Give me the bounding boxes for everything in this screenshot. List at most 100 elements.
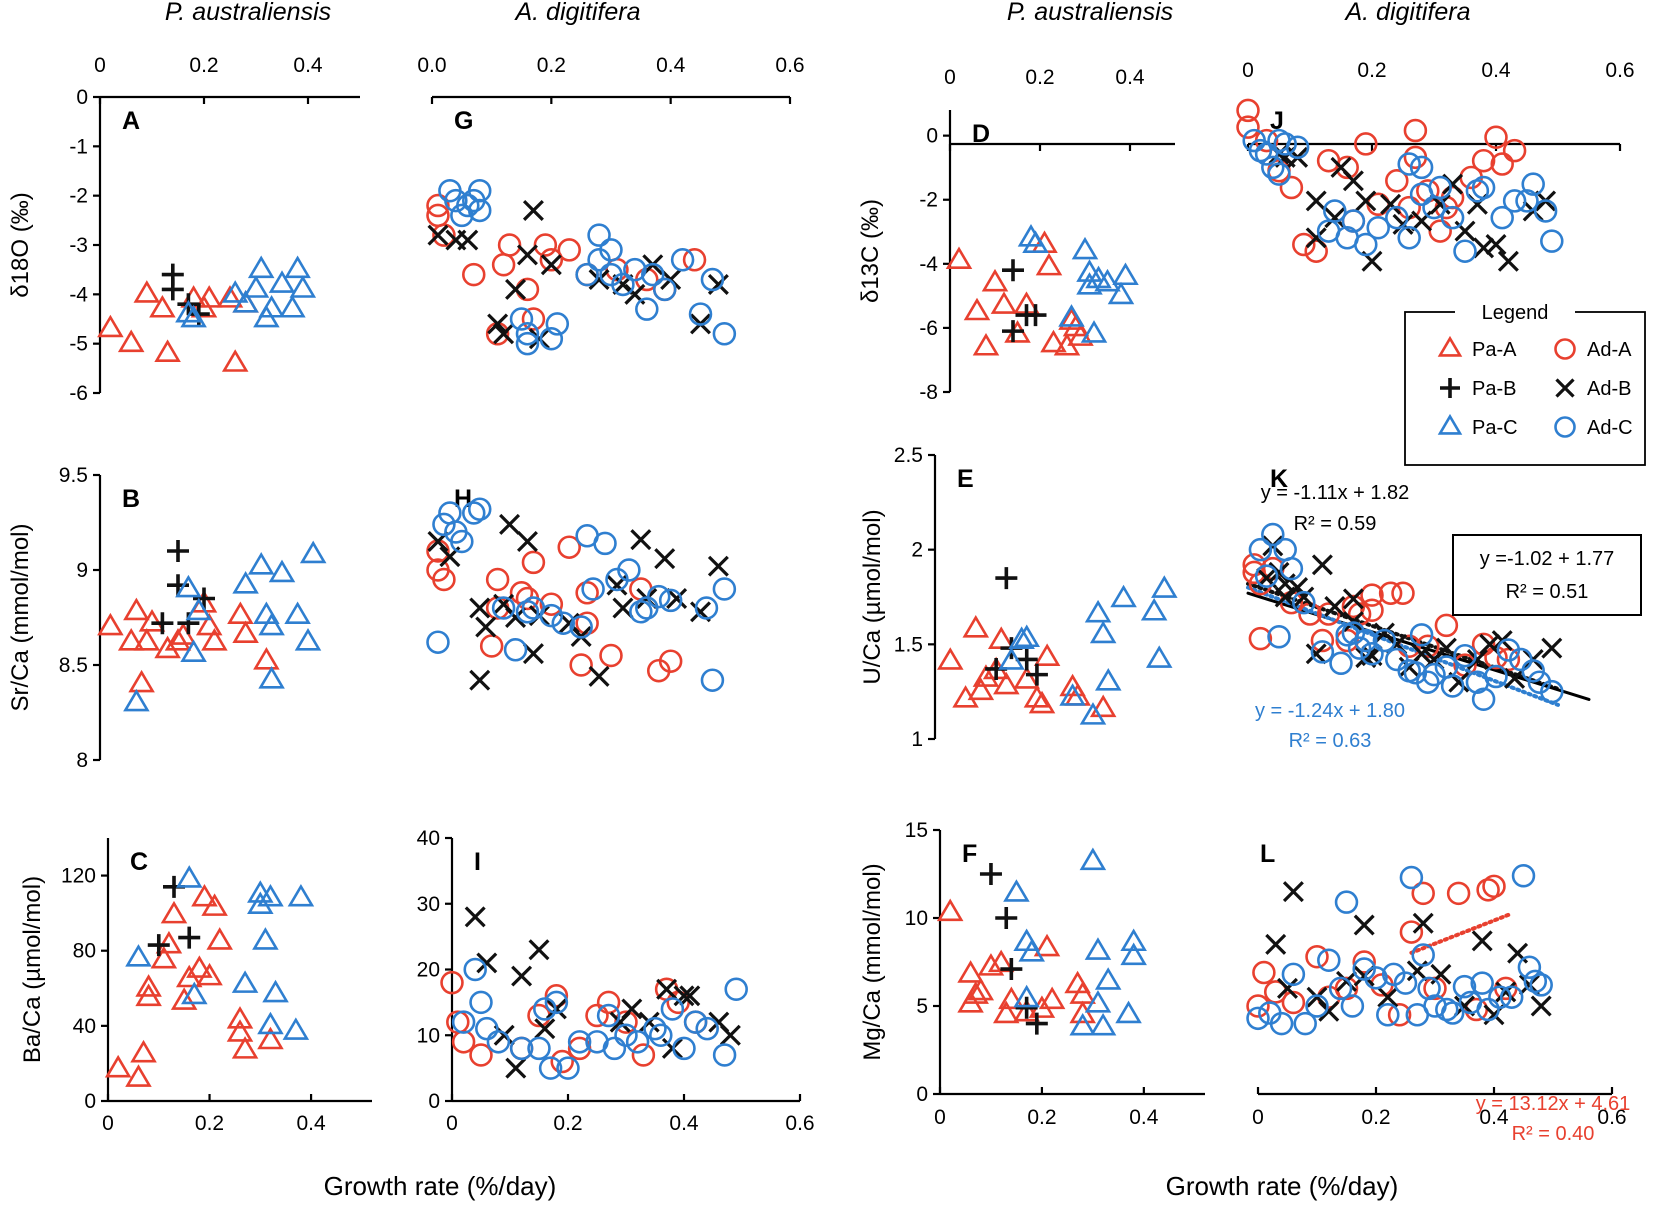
legend-marker-pa-b (1440, 378, 1460, 398)
panel-e-point-pa-c (1059, 683, 1086, 706)
panel-e-point-pa-c (1140, 597, 1168, 621)
panel-l-point-ad-a (1446, 881, 1471, 906)
panel-e-ytick-label: 2 (911, 539, 923, 562)
legend-marker-ad-a (1554, 338, 1576, 360)
panel-h-point-ad-a (485, 567, 510, 592)
panel-l-point-ad-a (1246, 994, 1270, 1018)
panel-c-point-pa-c (257, 1011, 284, 1035)
panel-h-point-ad-a (575, 581, 599, 605)
panel-l-point-ad-c (1352, 957, 1376, 981)
panel-j-point-ad-a (1471, 148, 1496, 173)
panel-h-point-ad-c (515, 600, 540, 624)
panel-e-point-pa-c (1110, 584, 1137, 608)
panel-j-point-ad-c (1540, 229, 1564, 253)
panel-e-point-pa-a (962, 615, 990, 638)
panel-f-point-pa-c (1115, 1000, 1142, 1024)
panel-l-point-ad-a (1411, 881, 1435, 906)
panel-k-r2-adc: R² = 0.63 (1289, 730, 1372, 752)
panel-h-point-ad-c (491, 596, 516, 620)
panel-h-point-ad-c (462, 501, 486, 525)
panel-f-point-pa-b (979, 863, 1002, 885)
panel-h-point-ad-b (707, 555, 729, 577)
panel-g-point-ad-a (426, 193, 450, 218)
panel-j-point-ad-c (1397, 152, 1421, 176)
panel-f-point-pa-a (967, 977, 995, 1001)
panel-h-point-ad-c (426, 630, 450, 654)
panel-b-ytick-label: 8.5 (59, 654, 88, 677)
panel-k-point-ad-c (1416, 670, 1440, 694)
panel-j-point-ad-c (1453, 239, 1477, 263)
panel-h: H (426, 485, 737, 692)
panel-e-point-pa-a (1013, 666, 1041, 689)
panel-d-xtick-label: 0.2 (1025, 66, 1054, 89)
panel-k-point-ad-c (1310, 640, 1335, 664)
panel-h-point-ad-b (499, 513, 521, 535)
panel-b-point-pa-c (258, 666, 285, 689)
panel-c-point-pa-a (206, 927, 233, 950)
panel-g-point-ad-c (611, 272, 635, 297)
panel-b-point-pa-a (128, 669, 155, 693)
panel-g-point-ad-b (505, 278, 527, 300)
panel-k-point-ad-c (1409, 623, 1434, 647)
legend-label-ad-c: Ad-C (1587, 417, 1633, 439)
panel-i: 0 10 20 30 40 0 0.2 0.4 0.6 I (417, 827, 815, 1135)
panel-j-point-ad-c (1409, 155, 1434, 180)
panel-i-point-ad-c (463, 957, 487, 982)
panel-d-ytick-label: -8 (919, 381, 938, 404)
panel-g-point-ad-a (557, 238, 581, 262)
panel-k-r2-all: R² = 0.51 (1506, 581, 1589, 603)
panel-i-point-ad-c (469, 990, 493, 1015)
panel-k-point-ad-c (1248, 537, 1273, 562)
panel-k-point-ad-a (1378, 581, 1403, 605)
panel-e-ytick-label: 2.5 (894, 444, 923, 467)
panel-l: 0 0.2 0.4 0.6 L (1246, 840, 1627, 1129)
panel-e-point-pa-a (937, 647, 964, 670)
panel-h-point-ad-b (475, 616, 497, 638)
panel-f-point-pa-c (1084, 990, 1112, 1013)
panel-a-point-pa-a (149, 294, 176, 318)
panel-k-point-ad-a (1316, 602, 1341, 626)
panel-i-xtick-label: 0 (446, 1112, 458, 1135)
panel-b-ytick-label: 8 (76, 749, 88, 772)
panel-j-xtick-label: 0.4 (1481, 59, 1511, 82)
panel-l-point-ad-c (1305, 994, 1329, 1018)
panel-l-point-ad-a (1482, 874, 1506, 899)
panel-d-point-pa-b (1002, 259, 1024, 282)
panel-g-point-ad-c (587, 223, 611, 247)
panel-i-point-ad-c (527, 1036, 551, 1061)
panel-j-point-ad-a (1304, 239, 1328, 263)
panel-k-point-ad-c (1261, 522, 1285, 547)
panel-l-point-ad-b (1530, 995, 1552, 1017)
panel-e-point-pa-c (1094, 668, 1122, 691)
panel-h-point-ad-a (521, 550, 546, 575)
panel-h-point-ad-c (581, 577, 605, 601)
panel-f-point-pa-b (995, 907, 1018, 929)
panel-h-point-ad-a (557, 535, 581, 559)
panel-f-ytick-label: 5 (916, 995, 928, 1018)
panel-a-point-pa-c (242, 275, 270, 298)
panel-c-ytick-label: 0 (84, 1090, 96, 1113)
panel-d-ytick-label: -2 (919, 189, 938, 212)
panel-i-point-ad-c (614, 1023, 638, 1048)
panel-j-point-ad-c (1366, 215, 1390, 240)
legend-marker-ad-b (1555, 378, 1575, 398)
panel-j-xtick-label: 0.6 (1605, 59, 1634, 82)
panel-k-point-ad-a (1434, 613, 1459, 638)
panel-g-point-ad-a (491, 252, 516, 277)
panel-l-point-ad-c (1511, 864, 1536, 888)
panel-k-point-ad-c (1267, 625, 1291, 649)
panel-h-point-ad-a (575, 611, 599, 635)
panel-f-point-pa-c (1084, 937, 1112, 960)
panel-k-point-ad-a (1242, 560, 1266, 585)
panel-l-xtick-label: 0 (1252, 1106, 1264, 1129)
panel-h-point-ad-b (469, 669, 491, 691)
panel-j-point-ad-b (1355, 190, 1377, 212)
panel-d-point-pa-a (963, 297, 991, 321)
panel-h-point-ad-a (569, 653, 593, 677)
panel-d-point-pa-a (981, 268, 1009, 292)
panel-h-point-ad-b (612, 597, 634, 619)
panel-e-point-pa-c (1013, 624, 1041, 648)
panel-d-point-pa-a (972, 332, 1000, 356)
panel-k-point-ad-b (1287, 577, 1309, 599)
panel-f-ytick-label: 10 (905, 907, 928, 930)
